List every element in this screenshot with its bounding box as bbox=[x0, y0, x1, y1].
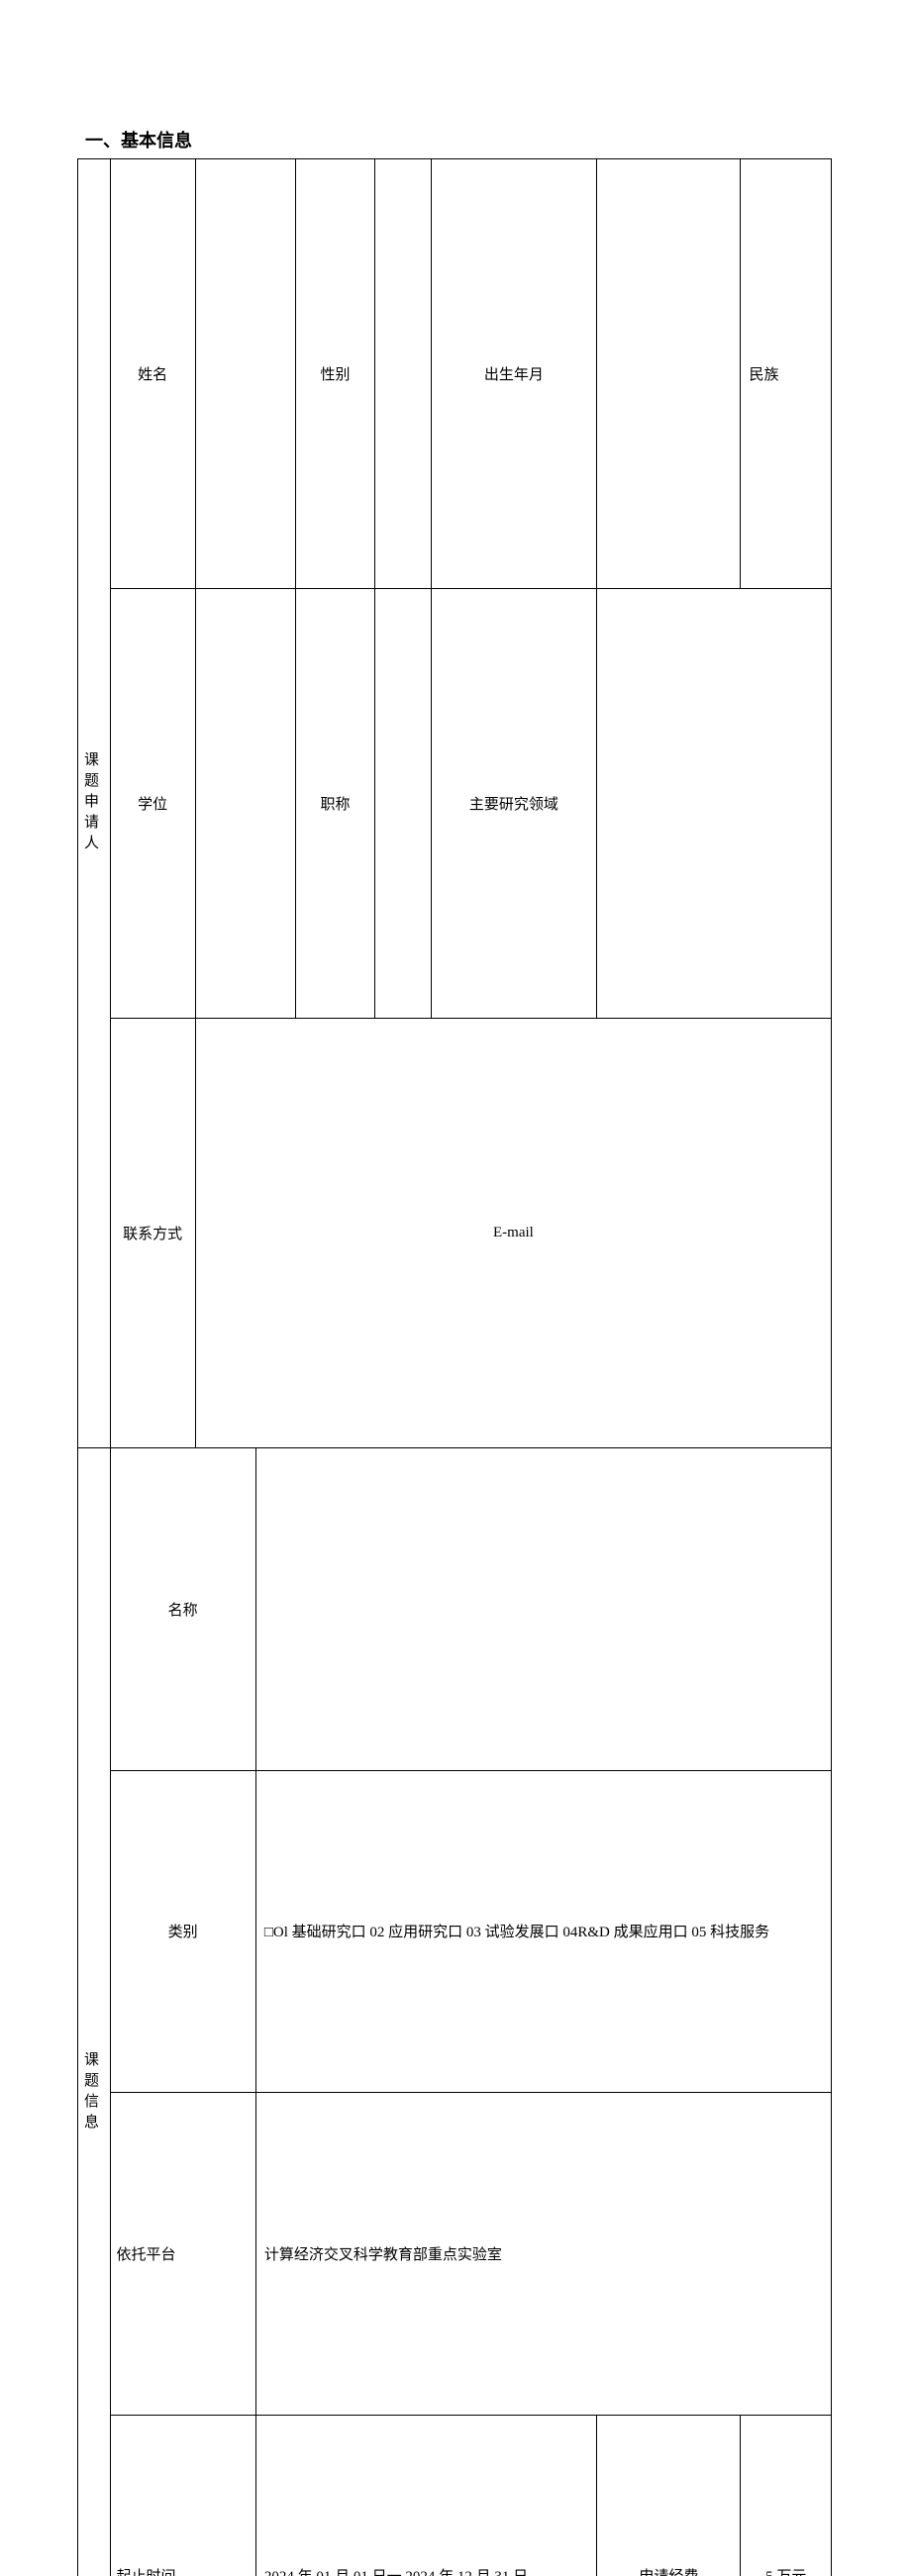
degree-label: 学位 bbox=[111, 780, 195, 828]
page: 一、基本信息 课题申请人 姓名 性别 出生年月 民族 bbox=[0, 0, 911, 2576]
duration-label: 起止时间 bbox=[111, 2552, 255, 2576]
project-name-value[interactable] bbox=[256, 1585, 831, 1633]
name-label: 姓名 bbox=[111, 350, 195, 398]
nation-label: 民族 bbox=[741, 350, 831, 398]
birth-label: 出生年月 bbox=[432, 350, 597, 398]
duration-value: 2024 年 01 月 01 日一 2024 年 12 月 31 日 bbox=[256, 2552, 596, 2576]
form-table: 课题申请人 姓名 性别 出生年月 民族 学位 职称 主要研究领域 联系方式 E-… bbox=[77, 158, 832, 2576]
degree-value[interactable] bbox=[196, 780, 296, 828]
birth-value[interactable] bbox=[597, 350, 740, 398]
section-title: 一、基本信息 bbox=[77, 127, 832, 152]
name-value[interactable] bbox=[196, 350, 296, 398]
category-label: 类别 bbox=[111, 1908, 255, 1955]
fund-value: 5 万元 bbox=[741, 2552, 831, 2576]
contact-label: 联系方式 bbox=[111, 1210, 195, 1257]
project-name-label: 名称 bbox=[111, 1585, 255, 1633]
applicant-group-label: 课题申请人 bbox=[78, 159, 111, 1448]
gender-value[interactable] bbox=[375, 350, 431, 398]
field-label: 主要研究领域 bbox=[432, 780, 597, 828]
fund-label: 申请经费 bbox=[597, 2552, 740, 2576]
title-value[interactable] bbox=[375, 780, 431, 828]
gender-label: 性别 bbox=[296, 350, 373, 398]
title-label: 职称 bbox=[296, 780, 373, 828]
field-value[interactable] bbox=[597, 780, 831, 828]
email-label: E-mail bbox=[196, 1210, 831, 1257]
platform-value: 计算经济交叉科学教育部重点实验室 bbox=[256, 2229, 831, 2277]
category-text: □Ol 基础研究口 02 应用研究口 03 试验发展口 04R&D 成果应用口 … bbox=[256, 1908, 831, 1955]
project-group-label: 课题信息 bbox=[78, 1448, 111, 2576]
platform-label: 依托平台 bbox=[111, 2229, 255, 2277]
